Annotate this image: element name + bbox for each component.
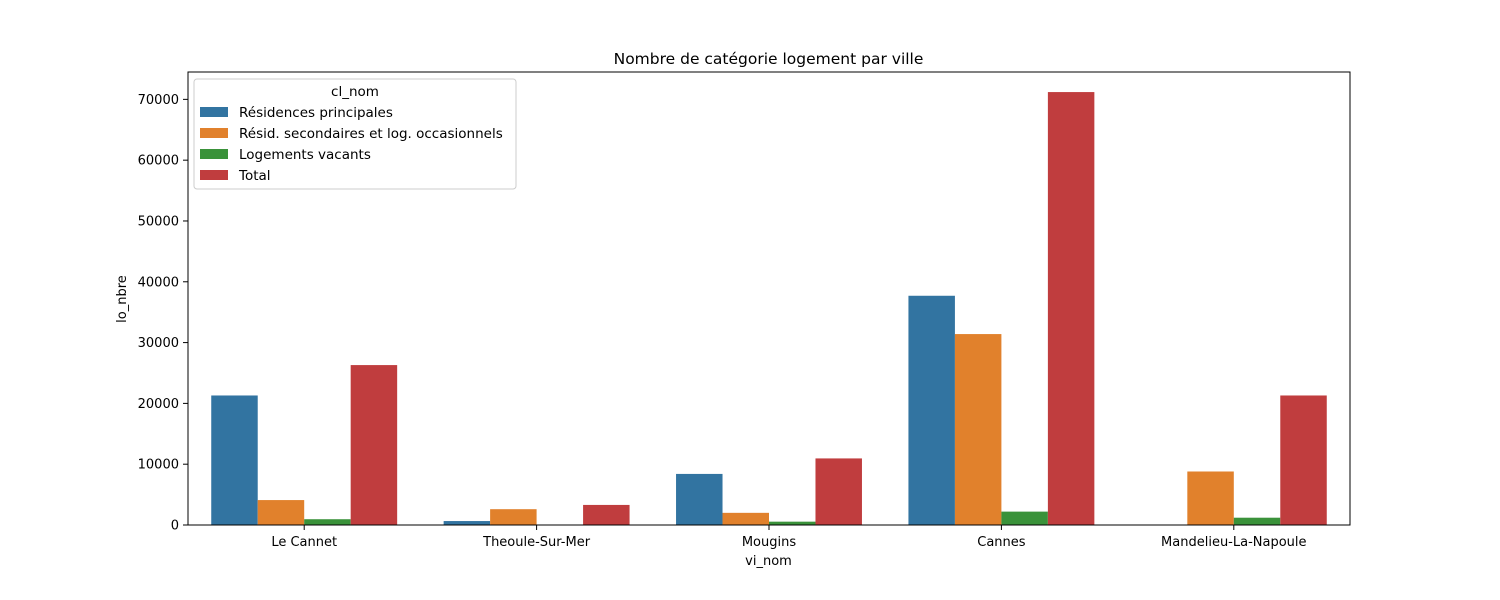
- bar-total-le-cannet: [350, 365, 398, 525]
- bar-logements-vacants-mougins: [769, 521, 816, 525]
- legend-label-logements-vacants: Logements vacants: [239, 147, 371, 163]
- legend-box: [193, 78, 517, 190]
- y-tick-label: 70000: [138, 93, 179, 108]
- bar-resid-secondaires-et-log-occasionnels-cannes: [954, 334, 1002, 525]
- x-tick-label-cannes: Cannes: [977, 535, 1026, 550]
- y-tick-label: 30000: [138, 336, 179, 351]
- legend-label-residences-principales: Résidences principales: [239, 105, 393, 121]
- bar-logements-vacants-le-cannet: [304, 519, 351, 525]
- bar-residences-principales-theoule-sur-mer: [443, 521, 491, 525]
- bar-total-cannes: [1047, 92, 1095, 525]
- bar-logements-vacants-cannes: [1001, 511, 1048, 525]
- legend-label-total: Total: [238, 168, 271, 184]
- x-tick-label-mandelieu-la-napoule: Mandelieu-La-Napoule: [1161, 535, 1306, 550]
- legend-swatch-resid-secondaires-et-log-occasionnels: [200, 128, 228, 138]
- y-tick-label: 0: [171, 519, 179, 534]
- x-axis-label: vi_nom: [745, 554, 792, 569]
- bar-resid-secondaires-et-log-occasionnels-theoule-sur-mer: [490, 509, 537, 525]
- legend-swatch-logements-vacants: [200, 149, 228, 159]
- bar-total-mandelieu-la-napoule: [1280, 395, 1327, 525]
- chart-title: Nombre de catégorie logement par ville: [614, 50, 924, 68]
- bar-residences-principales-cannes: [908, 295, 955, 525]
- bar-resid-secondaires-et-log-occasionnels-mougins: [722, 512, 769, 525]
- series-residences-principales: [211, 295, 955, 525]
- y-tick-label: 40000: [138, 275, 179, 290]
- x-tick-label-mougins: Mougins: [742, 535, 797, 550]
- bar-residences-principales-le-cannet: [211, 395, 258, 525]
- bar-residences-principales-mougins: [676, 473, 723, 525]
- legend: cl_nom Résidences principales Résid. secon…: [193, 78, 517, 190]
- bar-logements-vacants-mandelieu-la-napoule: [1233, 517, 1281, 525]
- bar-total-mougins: [815, 458, 862, 525]
- x-tick-label-le-cannet: Le Cannet: [271, 535, 337, 550]
- series-logements-vacants: [304, 511, 1281, 525]
- axes-layer: 0 10000 20000 30000 40000 50000 60000 70000 Le C…: [138, 71, 1351, 550]
- bar-resid-secondaires-et-log-occasionnels-le-cannet: [257, 500, 305, 525]
- series-resid-secondaires-et-log-occasionnels: [257, 334, 1234, 525]
- x-tick-label-theoule-sur-mer: Theoule-Sur-Mer: [482, 535, 591, 550]
- y-tick-label: 50000: [138, 214, 179, 229]
- legend-title: cl_nom: [331, 84, 379, 100]
- bars-layer: [211, 92, 1327, 525]
- bar-total-theoule-sur-mer: [583, 504, 630, 525]
- series-total: [350, 92, 1327, 525]
- legend-swatch-residences-principales: [200, 107, 228, 117]
- legend-swatch-total: [200, 170, 228, 180]
- bar-resid-secondaires-et-log-occasionnels-mandelieu-la-napoule: [1187, 471, 1234, 525]
- y-axis-label: lo_nbre: [115, 275, 130, 323]
- legend-label-resid-secondaires-et-log-occasionnels: Résid. secondaires et log. occasionnels: [239, 126, 503, 142]
- y-tick-label: 10000: [138, 458, 179, 473]
- y-tick-label: 20000: [138, 397, 179, 412]
- y-tick-label: 60000: [138, 154, 179, 169]
